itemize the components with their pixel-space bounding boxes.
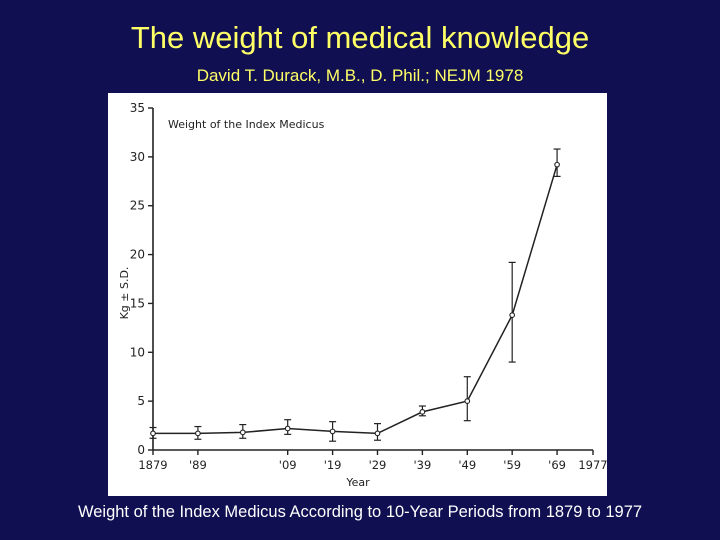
series-line <box>153 164 558 435</box>
data-point <box>554 161 560 168</box>
x-tick-label: '89 <box>189 458 207 472</box>
data-point <box>374 430 381 437</box>
data-point <box>464 398 471 404</box>
y-tick-label: 30 <box>130 150 145 164</box>
x-tick-label: '69 <box>548 458 566 472</box>
chart-figure: 0 5 10 15 20 25 30 35 1879 '89 '09 '19 '29 '39 '49 '59 '… <box>108 93 607 496</box>
y-tick-label: 0 <box>137 443 145 457</box>
y-tick-label: 10 <box>130 345 145 359</box>
x-axis-label: Year <box>345 476 370 489</box>
y-tick-label: 5 <box>137 394 145 408</box>
x-tick-label: 1977 <box>578 458 607 472</box>
chart-title: Weight of the Index Medicus <box>168 118 325 131</box>
data-point <box>150 430 156 437</box>
slide-subtitle: David T. Durack, M.B., D. Phil.; NEJM 19… <box>196 66 524 85</box>
data-point <box>509 312 516 319</box>
slide-caption: Weight of the Index Medicus According to… <box>77 503 643 521</box>
y-tick-label: 25 <box>130 199 145 213</box>
y-tick-label: 15 <box>130 296 145 310</box>
x-tick-label: '19 <box>324 458 342 472</box>
x-tick-label: '29 <box>369 458 387 472</box>
data-point <box>419 409 426 415</box>
slide-title: The weight of medical knowledge <box>130 20 590 55</box>
data-point <box>239 429 246 436</box>
index-medicus-weight-chart: 0 5 10 15 20 25 30 35 1879 '89 '09 '19 '29 '39 '49 '59 '… <box>118 101 607 489</box>
y-tick-label: 20 <box>130 248 145 262</box>
data-point <box>284 425 291 432</box>
x-tick-label: '49 <box>458 458 476 472</box>
x-tick-label: '39 <box>413 458 431 472</box>
data-point <box>329 428 336 435</box>
y-axis-label: Kg ± S.D. <box>118 267 131 320</box>
x-tick-label: '59 <box>503 458 521 472</box>
y-tick-label: 35 <box>130 101 145 115</box>
x-tick-label: '09 <box>279 458 297 472</box>
x-tick-label: 1879 <box>138 458 167 472</box>
data-point <box>195 430 201 437</box>
